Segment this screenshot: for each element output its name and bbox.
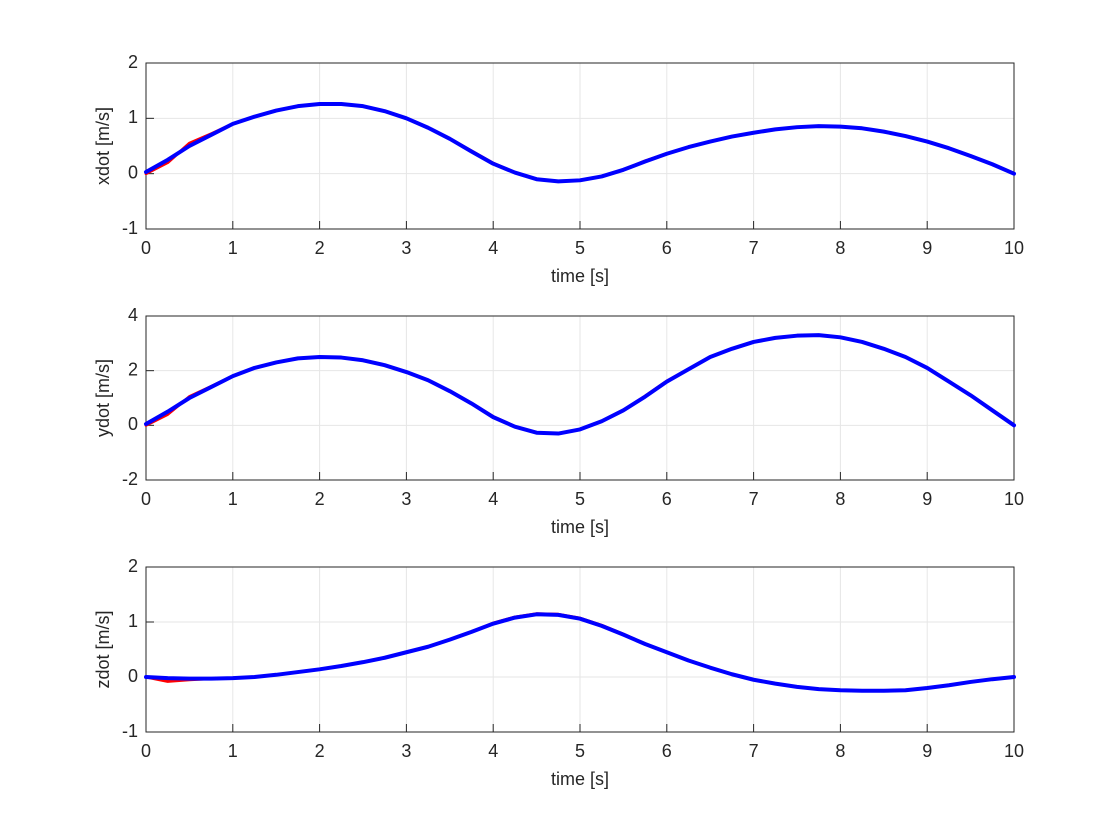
x-tick-label: 3 — [401, 489, 411, 509]
x-tick-label: 3 — [401, 741, 411, 761]
y-tick-label: 2 — [128, 359, 138, 379]
x-tick-label: 4 — [488, 741, 498, 761]
x-tick-label: 7 — [749, 489, 759, 509]
x-tick-label: 7 — [749, 741, 759, 761]
x-tick-label: 8 — [835, 238, 845, 258]
axes-box — [145, 62, 1015, 230]
y-axis-label: xdot [m/s] — [93, 107, 113, 185]
x-tick-label: 5 — [575, 741, 585, 761]
y-tick-label: -1 — [122, 721, 138, 741]
x-axis-label: time [s] — [551, 517, 609, 537]
x-tick-label: 6 — [662, 238, 672, 258]
x-tick-label: 2 — [315, 741, 325, 761]
x-tick-label: 8 — [835, 489, 845, 509]
x-tick-label: 2 — [315, 238, 325, 258]
x-tick-label: 5 — [575, 238, 585, 258]
y-tick-label: 1 — [128, 107, 138, 127]
y-tick-label: 2 — [128, 52, 138, 72]
x-tick-label: 10 — [1004, 238, 1024, 258]
x-tick-label: 5 — [575, 489, 585, 509]
x-tick-label: 1 — [228, 238, 238, 258]
x-tick-label: 9 — [922, 238, 932, 258]
data-line — [144, 612, 1016, 693]
y-tick-label: 0 — [128, 414, 138, 434]
data-line — [144, 333, 1016, 436]
y-tick-label: -2 — [122, 469, 138, 489]
y-tick-label: 2 — [128, 556, 138, 576]
x-tick-label: 0 — [141, 489, 151, 509]
y-tick-label: -1 — [122, 218, 138, 238]
x-tick-label: 2 — [315, 489, 325, 509]
x-tick-label: 4 — [488, 238, 498, 258]
y-tick-label: 4 — [128, 305, 138, 325]
x-tick-label: 6 — [662, 741, 672, 761]
y-tick-label: 0 — [128, 666, 138, 686]
data-line — [144, 101, 1016, 184]
x-tick-label: 9 — [922, 741, 932, 761]
x-tick-label: 4 — [488, 489, 498, 509]
x-tick-label: 7 — [749, 238, 759, 258]
axes-box — [145, 566, 1015, 733]
x-tick-label: 9 — [922, 489, 932, 509]
y-axis-label: ydot [m/s] — [93, 359, 113, 437]
y-tick-label: 1 — [128, 611, 138, 631]
x-tick-label: 10 — [1004, 489, 1024, 509]
x-tick-label: 0 — [141, 238, 151, 258]
x-tick-label: 6 — [662, 489, 672, 509]
x-axis-label: time [s] — [551, 266, 609, 286]
x-tick-label: 8 — [835, 741, 845, 761]
x-tick-label: 0 — [141, 741, 151, 761]
axes-box — [145, 315, 1015, 481]
x-axis-label: time [s] — [551, 769, 609, 789]
x-tick-label: 1 — [228, 489, 238, 509]
x-tick-label: 1 — [228, 741, 238, 761]
y-tick-label: 0 — [128, 162, 138, 182]
x-tick-label: 10 — [1004, 741, 1024, 761]
x-tick-label: 3 — [401, 238, 411, 258]
y-axis-label: zdot [m/s] — [93, 610, 113, 688]
